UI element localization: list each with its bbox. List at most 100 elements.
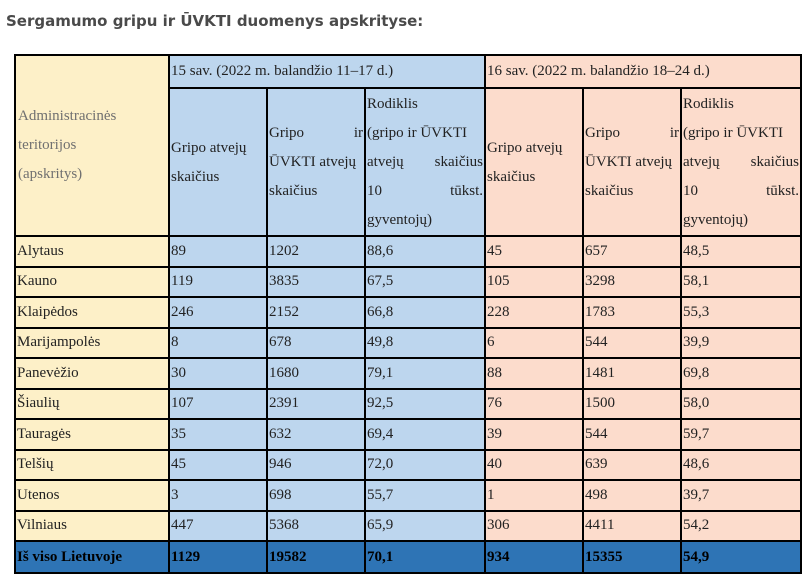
header-line: skaičius <box>585 183 634 199</box>
table-row: Utenos 3 698 55,7 1 498 39,7 <box>14 479 802 512</box>
influenza-data-table: Administracinės teritorijos (apskritys) … <box>14 54 802 574</box>
table-cell: 119 <box>168 265 268 298</box>
header-line: (gripo ir ŪVKTI <box>683 125 783 141</box>
table-cell: 88,6 <box>364 235 486 268</box>
header-line: Rodiklis <box>367 96 418 112</box>
page-title: Sergamumo gripu ir ŪVKTI duomenys apskri… <box>6 12 424 30</box>
table-cell: 639 <box>582 448 682 481</box>
table-cell: 92,5 <box>364 387 486 420</box>
header-line: ŪVKTI atvejų <box>269 154 357 170</box>
table-cell: 544 <box>582 418 682 451</box>
table-cell: 4411 <box>582 509 682 542</box>
table-cell: 67,5 <box>364 265 486 298</box>
table-cell: 76 <box>484 387 584 420</box>
table-cell: 107 <box>168 387 268 420</box>
table-cell: 1 <box>484 479 584 512</box>
header-line: gyventojų) <box>683 212 748 228</box>
header-line: atvejų skaičius <box>683 154 799 170</box>
table-row: Klaipėdos 246 2152 66,8 228 1783 55,3 <box>14 296 802 329</box>
header-line: Gripo atvejų <box>171 139 247 156</box>
header-line: skaičius <box>269 183 318 199</box>
table-cell: 228 <box>484 296 584 329</box>
table-cell: 48,5 <box>680 235 802 268</box>
table-cell: 1129 <box>168 540 268 574</box>
header-line: (gripo ir ŪVKTI <box>367 125 467 141</box>
county-name: Šiaulių <box>14 387 170 420</box>
header-line: 10 tūkst. <box>367 183 483 199</box>
table-cell: 8 <box>168 326 268 359</box>
county-name: Panevėžio <box>14 357 170 390</box>
table-cell: 544 <box>582 326 682 359</box>
county-name: Utenos <box>14 479 170 512</box>
table-cell: 1202 <box>266 235 366 268</box>
table-cell: 59,7 <box>680 418 802 451</box>
col-header-flu-uvkti-cases: Gripo ir ŪVKTI atvejų skaičius <box>582 87 682 237</box>
table-cell: 3 <box>168 479 268 512</box>
table-cell: 447 <box>168 509 268 542</box>
county-name: Alytaus <box>14 235 170 268</box>
table-cell: 678 <box>266 326 366 359</box>
table-cell: 45 <box>168 448 268 481</box>
table-row: Vilniaus 447 5368 65,9 306 4411 54,2 <box>14 509 802 542</box>
table-cell: 39,9 <box>680 326 802 359</box>
header-line: Gripo ir <box>269 125 363 141</box>
col-header-rate: Rodiklis (gripo ir ŪVKTI atvejų skaičius… <box>680 87 802 237</box>
county-name: Kauno <box>14 265 170 298</box>
table-cell: 19582 <box>266 540 366 574</box>
total-label: Iš viso Lietuvoje <box>14 540 170 574</box>
table-cell: 58,0 <box>680 387 802 420</box>
table-cell: 2391 <box>266 387 366 420</box>
table-row: Alytaus 89 1202 88,6 45 657 48,5 <box>14 235 802 268</box>
table-cell: 5368 <box>266 509 366 542</box>
table-cell: 35 <box>168 418 268 451</box>
county-name: Telšių <box>14 448 170 481</box>
table-cell: 54,2 <box>680 509 802 542</box>
table-cell: 69,4 <box>364 418 486 451</box>
col-header-flu-uvkti-cases: Gripo ir ŪVKTI atvejų skaičius <box>266 87 366 237</box>
header-line: ŪVKTI atvejų <box>585 154 673 170</box>
admin-header-line: Administracinės <box>18 108 117 124</box>
total-row: Iš viso Lietuvoje 1129 19582 70,1 934 15… <box>14 540 802 574</box>
table-cell: 946 <box>266 448 366 481</box>
table-row: Panevėžio 30 1680 79,1 88 1481 69,8 <box>14 357 802 390</box>
county-name: Tauragės <box>14 418 170 451</box>
header-line: atvejų skaičius <box>367 154 483 170</box>
table-cell: 66,8 <box>364 296 486 329</box>
table-cell: 49,8 <box>364 326 486 359</box>
table-cell: 70,1 <box>364 540 486 574</box>
header-line: skaičius <box>487 168 536 185</box>
table-cell: 30 <box>168 357 268 390</box>
table-row: Šiaulių 107 2391 92,5 76 1500 58,0 <box>14 387 802 420</box>
table-cell: 39 <box>484 418 584 451</box>
header-line: 10 tūkst. <box>683 183 799 199</box>
table-cell: 72,0 <box>364 448 486 481</box>
table-cell: 306 <box>484 509 584 542</box>
col-header-rate: Rodiklis (gripo ir ŪVKTI atvejų skaičius… <box>364 87 486 237</box>
table-cell: 69,8 <box>680 357 802 390</box>
table-cell: 498 <box>582 479 682 512</box>
table-cell: 88 <box>484 357 584 390</box>
table-cell: 105 <box>484 265 584 298</box>
table-cell: 55,7 <box>364 479 486 512</box>
col-header-flu-cases: Gripo atvejų skaičius <box>484 87 584 237</box>
table-cell: 2152 <box>266 296 366 329</box>
header-line: Rodiklis <box>683 96 734 112</box>
table-cell: 55,3 <box>680 296 802 329</box>
table-cell: 58,1 <box>680 265 802 298</box>
table-cell: 3298 <box>582 265 682 298</box>
period-label: 15 sav. (2022 m. balandžio 11–17 d.) <box>171 63 394 79</box>
table-cell: 934 <box>484 540 584 574</box>
table-cell: 89 <box>168 235 268 268</box>
table-cell: 632 <box>266 418 366 451</box>
table-cell: 1500 <box>582 387 682 420</box>
table-cell: 40 <box>484 448 584 481</box>
table-cell: 65,9 <box>364 509 486 542</box>
table-cell: 1481 <box>582 357 682 390</box>
table-cell: 54,9 <box>680 540 802 574</box>
county-name: Marijampolės <box>14 326 170 359</box>
table-cell: 1783 <box>582 296 682 329</box>
header-line: gyventojų) <box>367 212 432 228</box>
table-cell: 15355 <box>582 540 682 574</box>
table-cell: 79,1 <box>364 357 486 390</box>
table-cell: 698 <box>266 479 366 512</box>
